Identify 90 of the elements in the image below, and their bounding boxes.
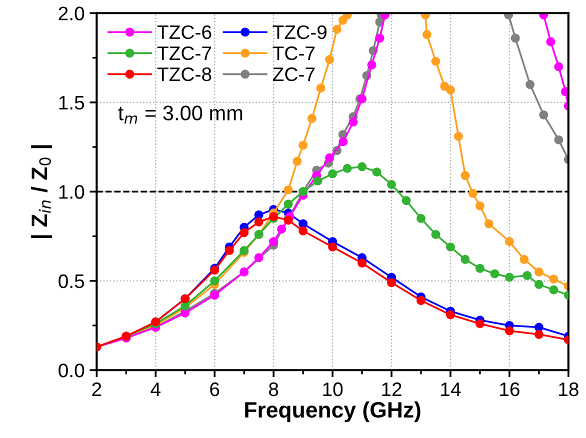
point <box>358 162 367 172</box>
x-tick-label: 16 <box>500 382 520 396</box>
legend-label: TZC-7 <box>157 46 212 60</box>
point <box>560 87 568 96</box>
point <box>358 94 367 104</box>
point <box>292 156 302 166</box>
point <box>549 274 558 284</box>
legend-label: TZC-8 <box>157 67 212 82</box>
point <box>332 24 342 34</box>
point <box>298 140 308 150</box>
y-tick-label: 1.0 <box>59 185 84 199</box>
point <box>431 56 440 66</box>
point <box>313 176 322 186</box>
point <box>307 114 316 123</box>
point <box>240 228 249 238</box>
point <box>387 180 396 189</box>
legend-label: TC-7 <box>272 46 315 60</box>
point <box>328 242 338 252</box>
point <box>284 185 293 194</box>
point <box>269 237 278 246</box>
point <box>504 272 514 282</box>
legend-label: TZC-9 <box>272 25 326 40</box>
point <box>254 253 264 262</box>
point <box>539 110 548 120</box>
point <box>224 246 234 256</box>
point <box>372 167 382 177</box>
legend-label: TZC-6 <box>157 25 212 40</box>
point <box>325 55 334 64</box>
point <box>402 196 411 206</box>
point <box>546 37 556 46</box>
annotation: t$_{m}$ = 3.00 mm <box>118 106 242 124</box>
x-tick-label: 6 <box>210 382 220 396</box>
point <box>338 137 348 146</box>
point <box>416 214 426 223</box>
y-tick-label: 1.5 <box>59 96 84 110</box>
point <box>484 219 494 228</box>
y-tick-label: 0.0 <box>58 364 84 378</box>
point <box>534 267 544 276</box>
point <box>422 30 432 40</box>
point <box>298 219 308 228</box>
legend-label: ZC-7 <box>272 67 315 82</box>
point <box>504 326 514 336</box>
point <box>475 201 484 210</box>
point <box>328 169 338 178</box>
y-tick-label: 2.0 <box>58 6 84 20</box>
point <box>416 296 426 306</box>
point <box>475 319 484 328</box>
x-tick-label: 12 <box>382 382 402 396</box>
x-tick-label: 4 <box>150 382 160 396</box>
point <box>490 269 500 278</box>
x-tick-label: 18 <box>559 382 578 396</box>
point <box>520 254 529 264</box>
point <box>277 224 286 234</box>
point <box>468 188 478 198</box>
point <box>460 254 470 264</box>
point <box>446 242 455 252</box>
point <box>475 264 484 273</box>
x-tick-label: 14 <box>441 382 461 396</box>
point <box>549 285 558 294</box>
point <box>325 153 334 162</box>
point <box>460 171 470 180</box>
point <box>522 271 532 280</box>
point <box>446 310 455 320</box>
x-tick-label: 10 <box>323 382 343 396</box>
point <box>510 34 520 43</box>
point <box>298 226 308 236</box>
point <box>348 118 358 127</box>
point <box>316 84 326 93</box>
point <box>554 135 564 144</box>
x-axis-title: Frequency (GHz) <box>245 401 420 422</box>
point <box>454 132 463 141</box>
point <box>534 330 544 339</box>
x-tick-label: 8 <box>269 382 278 396</box>
point <box>504 237 514 246</box>
point <box>526 80 535 90</box>
y-axis-title: | Z$_{in}$ / Z$_{0}$ | <box>30 145 52 238</box>
x-tick-label: 2 <box>92 382 102 396</box>
point <box>534 280 544 289</box>
point <box>342 164 352 173</box>
point <box>367 60 376 70</box>
point <box>446 85 455 94</box>
point <box>284 200 293 209</box>
point <box>210 276 220 286</box>
point <box>387 278 396 288</box>
point <box>431 230 440 239</box>
point <box>254 217 264 226</box>
point <box>358 258 367 268</box>
point <box>375 34 384 43</box>
y-tick-label: 0.5 <box>58 274 84 288</box>
point <box>554 62 564 72</box>
